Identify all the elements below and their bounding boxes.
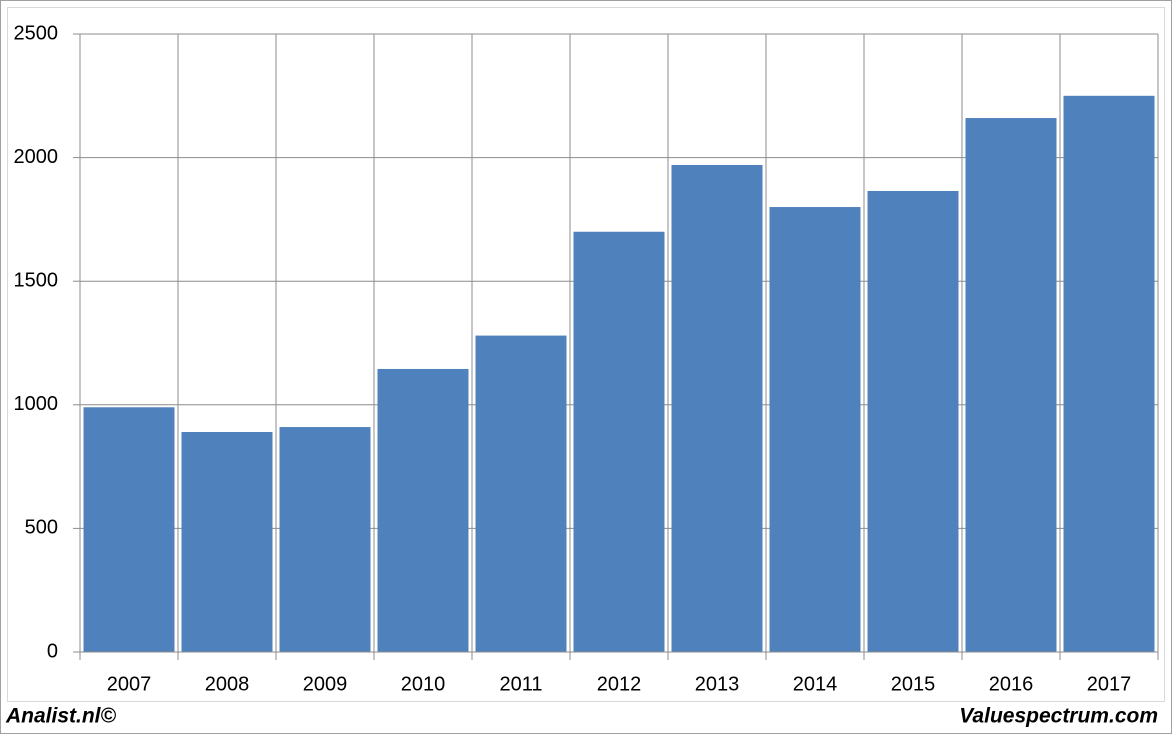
y-tick-label: 0 [47, 640, 58, 662]
bar [83, 407, 175, 652]
x-tick-label: 2017 [1087, 673, 1132, 695]
x-tick-label: 2016 [989, 673, 1034, 695]
x-tick-label: 2009 [303, 673, 348, 695]
bar [769, 207, 861, 653]
bar [671, 165, 763, 653]
bar [279, 427, 371, 652]
credit-left: Analist.nl© [5, 705, 117, 728]
x-tick-label: 2010 [401, 673, 446, 695]
bar [867, 190, 959, 653]
y-tick-label: 1000 [14, 393, 59, 415]
y-tick-label: 1500 [14, 269, 59, 291]
bar [181, 431, 273, 652]
bar [965, 118, 1057, 653]
x-tick-label: 2015 [891, 673, 936, 695]
bar [573, 231, 665, 652]
bar [377, 368, 469, 652]
bar [1063, 95, 1155, 653]
x-tick-label: 2012 [597, 673, 642, 695]
y-tick-label: 2000 [14, 146, 59, 168]
x-tick-label: 2011 [499, 673, 542, 695]
x-tick-label: 2014 [793, 673, 838, 695]
x-tick-label: 2007 [107, 673, 152, 695]
y-tick-label: 2500 [14, 22, 59, 44]
y-tick-label: 500 [25, 517, 58, 539]
credit-right: Valuespectrum.com [959, 705, 1158, 728]
x-tick-label: 2013 [695, 673, 740, 695]
x-tick-label: 2008 [205, 673, 250, 695]
bar [475, 335, 567, 652]
